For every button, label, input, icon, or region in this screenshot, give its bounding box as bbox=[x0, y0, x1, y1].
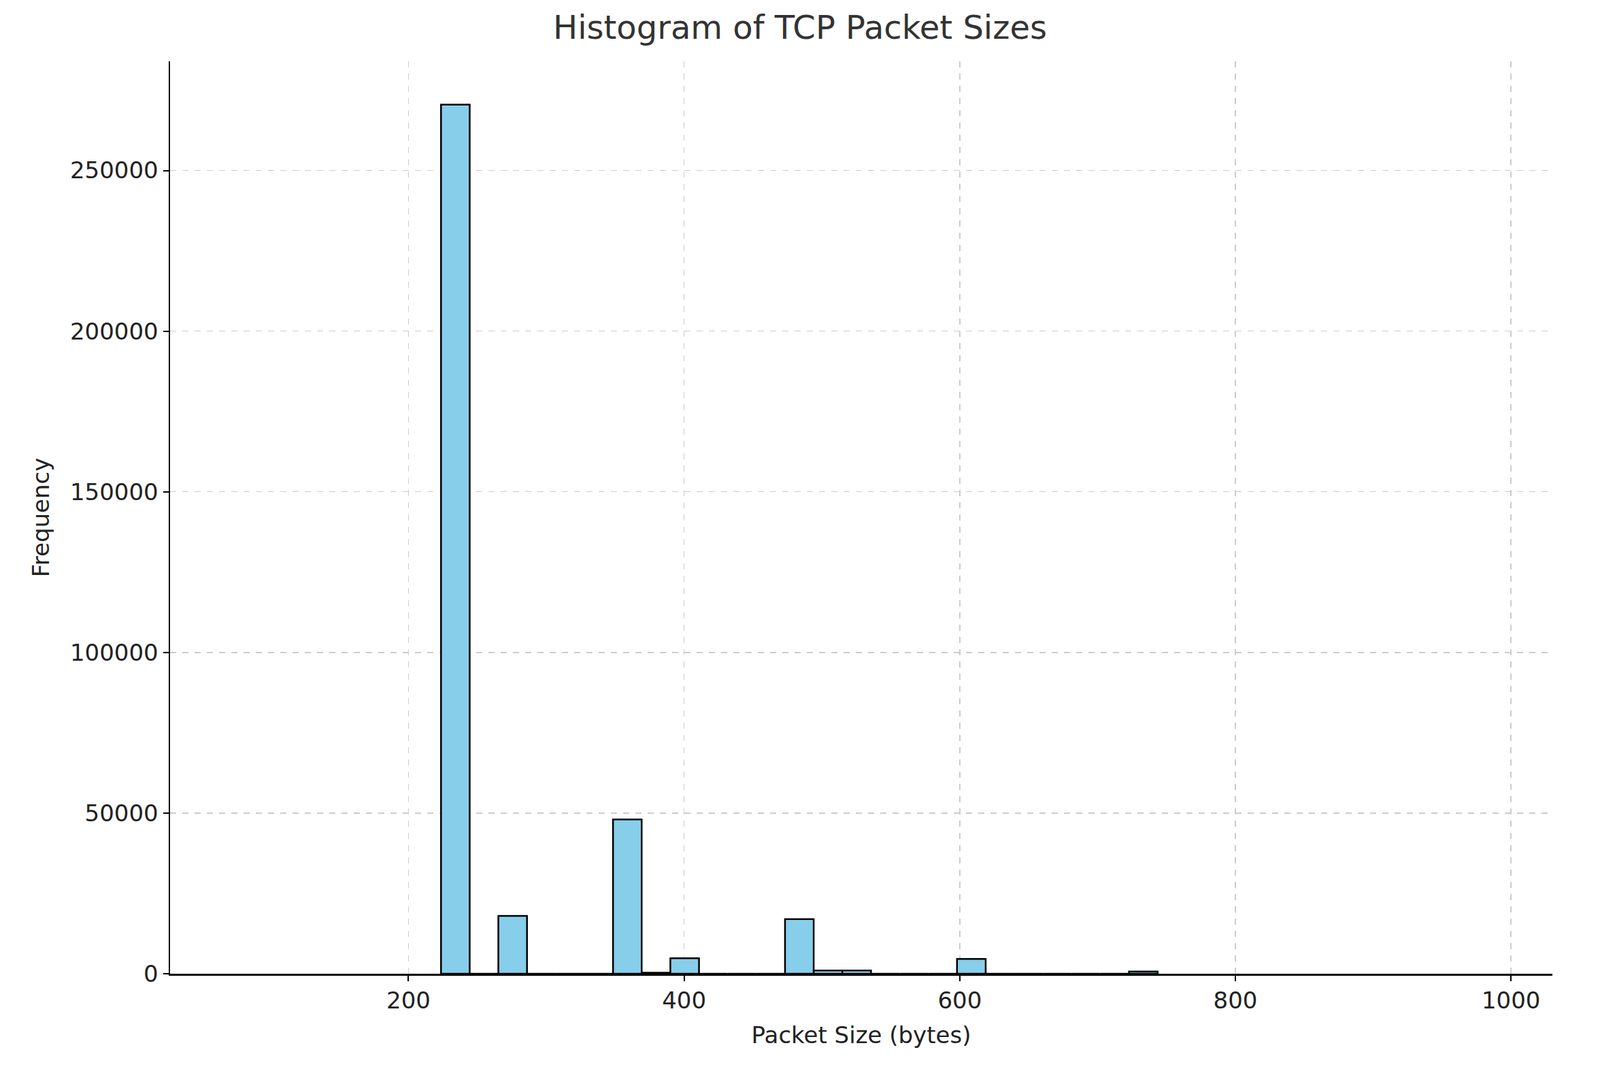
svg-text:0: 0 bbox=[143, 959, 159, 988]
svg-text:1000: 1000 bbox=[1481, 986, 1541, 1014]
svg-text:200000: 200000 bbox=[70, 317, 159, 345]
svg-text:100000: 100000 bbox=[70, 638, 159, 666]
svg-text:800: 800 bbox=[1213, 986, 1258, 1014]
svg-text:150000: 150000 bbox=[70, 478, 159, 506]
svg-text:Frequency: Frequency bbox=[27, 457, 55, 578]
svg-text:250000: 250000 bbox=[70, 156, 159, 184]
svg-text:Histogram of TCP Packet Sizes: Histogram of TCP Packet Sizes bbox=[553, 8, 1047, 47]
svg-text:200: 200 bbox=[386, 986, 431, 1014]
svg-text:600: 600 bbox=[937, 986, 982, 1014]
svg-text:400: 400 bbox=[661, 986, 707, 1014]
svg-text:50000: 50000 bbox=[85, 799, 159, 827]
svg-text:Packet Size (bytes): Packet Size (bytes) bbox=[751, 1021, 972, 1049]
